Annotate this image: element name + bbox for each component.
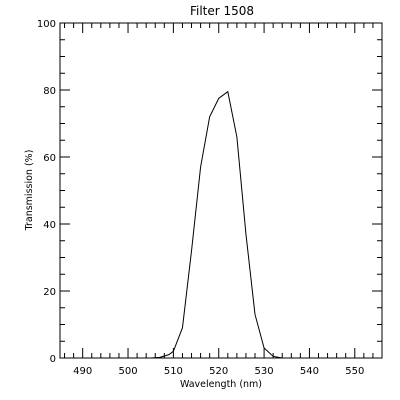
x-tick-label: 500 [118,366,137,377]
x-tick-label: 530 [255,366,274,377]
y-tick-label: 20 [43,287,56,298]
y-tick-label: 0 [50,354,56,365]
axis-ticks [60,22,383,359]
y-tick-label: 100 [37,19,56,30]
plot-frame [59,22,383,359]
chart-title: Filter 1508 [190,4,254,18]
x-axis-label: Wavelength (nm) [180,379,262,390]
tick-labels: 490 500 510 520 530 540 550 0 20 40 60 80 100 [37,19,364,377]
x-tick-label: 520 [209,366,228,377]
y-tick-label: 80 [43,86,56,97]
x-tick-label: 490 [73,366,92,377]
x-tick-label: 510 [164,366,183,377]
y-tick-label: 60 [43,153,56,164]
y-tick-label: 40 [43,220,56,231]
x-tick-label: 550 [345,366,364,377]
x-tick-label: 540 [300,366,319,377]
y-axis-label: Transmission (%) [24,150,35,232]
transmission-curve [150,90,292,359]
